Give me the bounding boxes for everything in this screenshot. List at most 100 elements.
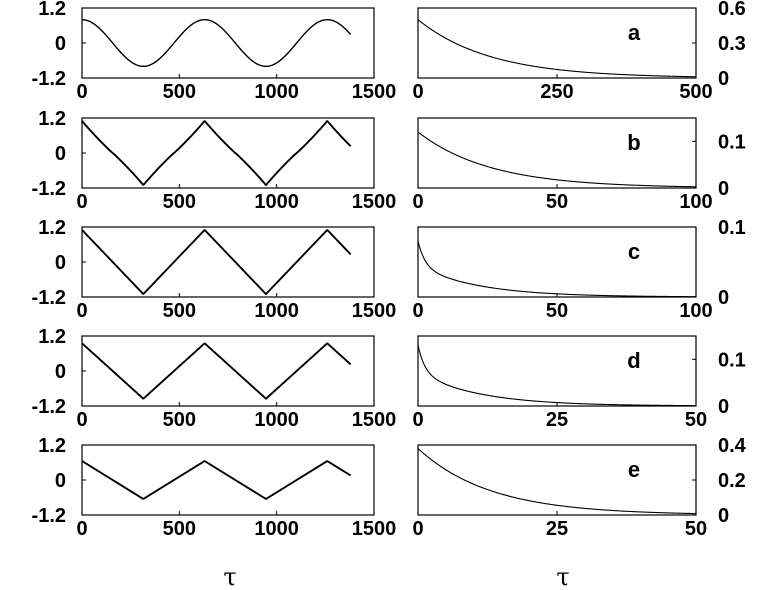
y-tick-label: 1.2 — [38, 217, 66, 239]
x-tick-label: 0 — [412, 300, 423, 322]
x-tick-label: 500 — [679, 81, 712, 103]
x-tick-label: 500 — [163, 518, 196, 540]
plot-frame — [417, 7, 697, 79]
y-tick-label: 0 — [718, 178, 729, 200]
plot-frame — [417, 226, 697, 298]
panel-label: e — [628, 457, 640, 482]
series-line — [81, 18, 352, 68]
panel-a-left: 0 500 1000 1500 1.2 0 -1.2 — [32, 0, 397, 103]
x-tick-label: 0 — [76, 518, 87, 540]
y-tick-label: 0.6 — [718, 0, 746, 20]
x-tick-label: 0 — [76, 81, 87, 103]
y-tick-label: 0 — [55, 252, 66, 274]
y-tick-label: -1.2 — [32, 68, 66, 90]
x-tick-label: 1000 — [254, 409, 299, 431]
x-tick-label: 50 — [546, 191, 568, 213]
x-tick-label: 1500 — [352, 191, 397, 213]
y-tick-label: 0.1 — [718, 217, 746, 239]
panel-e-right: 0 25 50 0.4 0.2 0 e — [412, 435, 746, 540]
plot-frame — [81, 117, 375, 189]
y-tick-label: 0 — [718, 68, 729, 90]
y-tick-label: 1.2 — [38, 108, 66, 130]
y-tick-label: -1.2 — [32, 287, 66, 309]
x-tick-label: 500 — [163, 300, 196, 322]
x-tick-label: 25 — [546, 518, 568, 540]
panel-label: b — [627, 130, 640, 155]
panel-b-right: 0 50 100 0.1 0 b — [412, 117, 746, 213]
series-line — [81, 228, 352, 296]
x-tick-label: 500 — [163, 191, 196, 213]
x-tick-label: 100 — [679, 191, 712, 213]
series-line — [81, 342, 352, 400]
x-tick-label: 100 — [679, 300, 712, 322]
panel-c-left: 0 500 1000 1500 1.2 0 -1.2 — [32, 217, 397, 322]
xlabel-left: τ — [223, 563, 236, 590]
y-tick-label: 0.4 — [718, 435, 747, 457]
panel-e-left: 0 500 1000 1500 1.2 0 -1.2 — [32, 435, 397, 540]
plot-frame — [417, 444, 697, 516]
x-tick-label: 1500 — [352, 81, 397, 103]
y-tick-label: -1.2 — [32, 178, 66, 200]
plot-frame — [81, 444, 375, 516]
series-line — [81, 460, 352, 501]
series-line — [81, 119, 352, 187]
y-tick-label: 0.3 — [718, 33, 746, 55]
x-tick-label: 50 — [685, 409, 707, 431]
plot-frame — [417, 117, 697, 189]
x-tick-label: 1500 — [352, 409, 397, 431]
series-line — [417, 131, 697, 188]
x-tick-label: 50 — [546, 300, 568, 322]
y-tick-label: 0 — [55, 33, 66, 55]
x-tick-label: 0 — [412, 409, 423, 431]
x-tick-label: 1500 — [352, 300, 397, 322]
x-tick-label: 500 — [163, 409, 196, 431]
panel-d-right: 0 25 50 0.1 0 d — [412, 335, 746, 431]
plot-frame — [81, 226, 375, 298]
x-tick-label: 50 — [685, 518, 707, 540]
series-line — [417, 240, 696, 298]
x-tick-label: 1000 — [254, 81, 299, 103]
y-tick-label: -1.2 — [32, 396, 66, 418]
y-tick-label: 1.2 — [38, 435, 66, 457]
panel-b-left: 0 500 1000 1500 1.2 0 -1.2 — [32, 108, 397, 213]
x-tick-label: 25 — [546, 409, 568, 431]
y-tick-label: 0 — [718, 396, 729, 418]
x-tick-label: 0 — [412, 81, 423, 103]
xlabel-right: τ — [556, 563, 569, 590]
x-tick-label: 500 — [163, 81, 196, 103]
y-tick-label: 0 — [718, 287, 729, 309]
y-tick-label: 1.2 — [38, 0, 66, 20]
panel-label: c — [628, 239, 640, 264]
x-tick-label: 1000 — [254, 518, 299, 540]
x-tick-label: 0 — [76, 191, 87, 213]
panel-label: a — [628, 20, 641, 45]
plot-frame — [417, 335, 697, 407]
panel-c-right: 0 50 100 0.1 0 c — [412, 217, 745, 322]
y-tick-label: 0 — [718, 505, 729, 527]
x-tick-label: 1500 — [352, 518, 397, 540]
y-tick-label: 0.1 — [718, 349, 746, 371]
x-tick-label: 1000 — [254, 300, 299, 322]
y-tick-label: 0 — [55, 361, 66, 383]
x-tick-label: 250 — [540, 81, 573, 103]
x-tick-label: 0 — [76, 409, 87, 431]
series-line — [417, 345, 697, 407]
y-tick-label: -1.2 — [32, 505, 66, 527]
y-tick-label: 0.2 — [718, 470, 746, 492]
y-tick-label: 0.1 — [718, 131, 746, 153]
x-tick-label: 1000 — [254, 191, 299, 213]
y-tick-label: 0 — [55, 470, 66, 492]
x-tick-label: 0 — [412, 518, 423, 540]
x-tick-label: 0 — [76, 300, 87, 322]
x-tick-label: 0 — [412, 191, 423, 213]
panel-label: d — [627, 348, 640, 373]
y-tick-label: 1.2 — [38, 326, 66, 348]
panel-a-right: 0 250 500 0.6 0.3 0 a — [412, 0, 745, 103]
plot-frame — [81, 7, 375, 79]
series-line — [417, 19, 697, 78]
panel-d-left: 0 500 1000 1500 1.2 0 -1.2 — [32, 326, 397, 431]
series-line — [417, 448, 697, 515]
y-tick-label: 0 — [55, 143, 66, 165]
